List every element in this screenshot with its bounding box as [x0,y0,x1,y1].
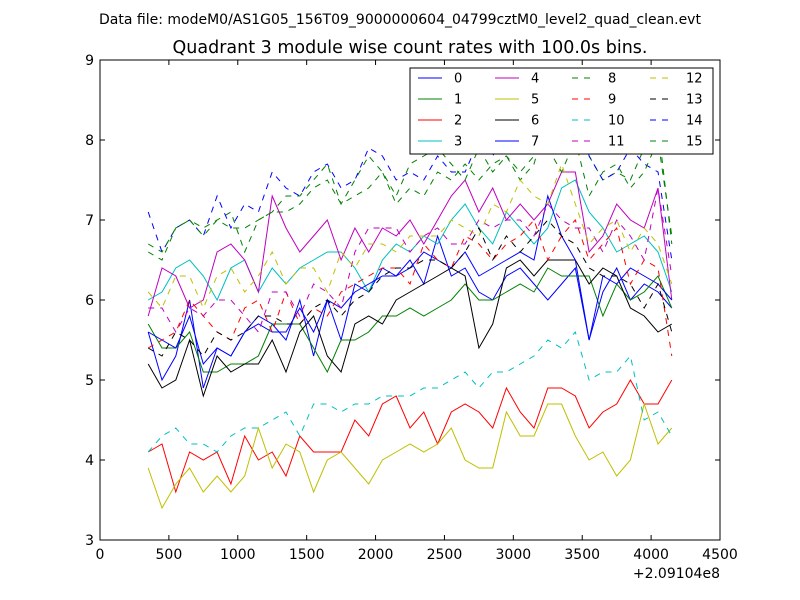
legend-label-8: 8 [608,72,616,87]
legend-label-6: 6 [531,114,539,129]
series-line-5 [147,402,673,510]
y-tick-label: 6 [85,293,94,309]
legend-label-10: 10 [608,114,625,129]
x-tick-label: 4000 [633,547,669,563]
series-line-2 [147,378,673,494]
y-tick-label: 4 [85,453,94,469]
legend-label-4: 4 [531,72,539,87]
x-tick-label: 1000 [220,547,256,563]
x-axis-offset-label: +2.09104e8 [633,566,720,582]
series-line-10 [147,330,673,453]
x-tick-label: 4500 [702,547,738,563]
chart-title: Quadrant 3 module wise count rates with … [173,38,648,58]
y-tick-label: 7 [85,213,94,229]
legend-label-5: 5 [531,93,539,108]
legend-label-11: 11 [608,135,625,150]
y-tick-label: 3 [85,533,94,549]
suptitle: Data file: modeM0/AS1G05_156T09_90000006… [99,12,701,28]
legend-frame [409,67,714,155]
plot-series-group [147,90,673,510]
y-tick-label: 5 [85,373,94,389]
legend-label-12: 12 [686,72,703,87]
legend-label-2: 2 [454,114,462,129]
series-line-7 [147,194,673,366]
x-tick-label: 1500 [289,547,325,563]
series-line-11 [148,187,673,334]
x-tick-label: 3000 [496,547,532,563]
legend-label-14: 14 [686,114,703,129]
series-line-4 [147,171,673,317]
legend-label-7: 7 [531,135,539,150]
x-tick-label: 500 [156,547,183,563]
x-tick-label: 0 [96,547,105,563]
legend-label-3: 3 [454,135,462,150]
series-line-15 [147,138,673,253]
x-tick-label: 2500 [427,547,463,563]
legend-label-9: 9 [608,93,616,108]
legend-label-1: 1 [454,93,462,108]
series-line-3 [147,179,673,302]
x-tick-label: 2000 [358,547,394,563]
legend-label-0: 0 [454,72,462,87]
series-line-12 [147,162,673,310]
y-tick-label: 8 [85,133,94,149]
axis-ticks-group: 0 500 1000 1500 2000 2500 3000 3500 4000 4500 3 4 5 6… [85,53,738,563]
series-line-6 [147,259,673,398]
series-line-13 [147,219,673,357]
y-tick-label: 9 [85,53,94,69]
legend-label-13: 13 [686,93,703,108]
series-line-0 [147,234,673,389]
series-line-9 [147,219,673,357]
legend-label-15: 15 [686,135,703,150]
x-tick-label: 3500 [564,547,600,563]
